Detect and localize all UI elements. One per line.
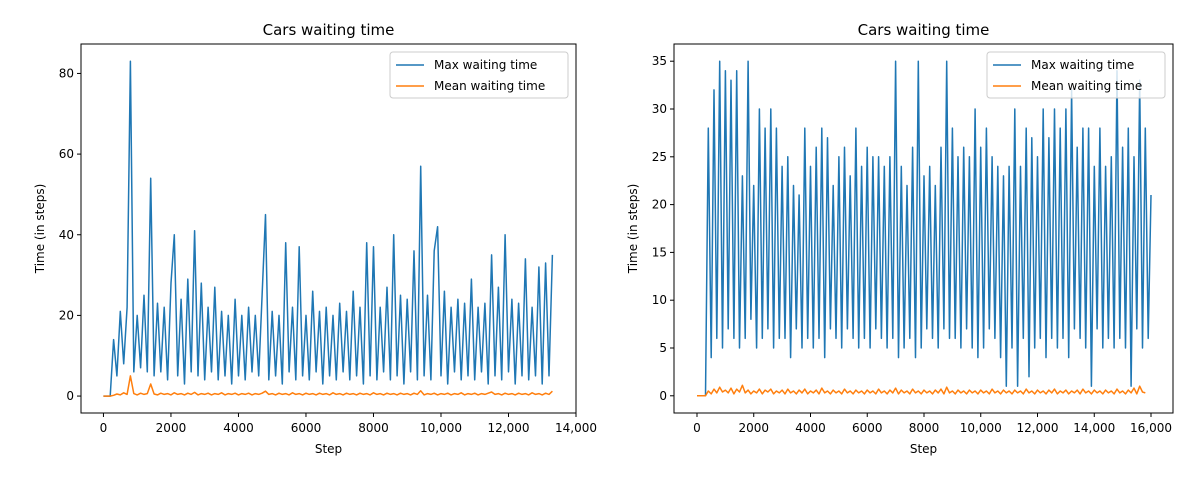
x-tick-label: 6000 — [291, 421, 322, 435]
legend-label-mean: Mean waiting time — [1031, 79, 1142, 93]
x-tick-label: 2000 — [738, 421, 769, 435]
legend-label-max: Max waiting time — [434, 58, 537, 72]
x-tick-label: 12,000 — [487, 421, 529, 435]
x-tick-label: 8000 — [909, 421, 940, 435]
x-tick-label: 4000 — [795, 421, 826, 435]
y-tick-label: 10 — [652, 293, 667, 307]
legend-box — [986, 51, 1166, 99]
x-tick-label: 14,000 — [555, 421, 597, 435]
legend-label-max: Max waiting time — [1031, 58, 1134, 72]
x-axis-label: Step — [910, 442, 937, 456]
x-tick-label: 12,000 — [1017, 421, 1059, 435]
y-tick-label: 0 — [659, 389, 667, 403]
legend-label-mean: Mean waiting time — [434, 79, 545, 93]
x-tick-label: 10,000 — [420, 421, 462, 435]
x-tick-label: 2000 — [156, 421, 187, 435]
y-axis-label: Time (in steps) — [626, 184, 640, 275]
x-tick-label: 16,000 — [1130, 421, 1172, 435]
y-tick-label: 60 — [59, 147, 74, 161]
x-axis-label: Step — [315, 442, 342, 456]
y-tick-label: 40 — [59, 228, 74, 242]
y-tick-label: 15 — [652, 245, 667, 259]
x-tick-label: 14,000 — [1073, 421, 1115, 435]
series-line-max — [103, 60, 554, 397]
chart-title: Cars waiting time — [263, 21, 395, 39]
series-line-max — [697, 60, 1152, 397]
y-tick-label: 20 — [59, 308, 74, 322]
x-tick-label: 0 — [693, 421, 701, 435]
y-tick-label: 35 — [652, 54, 667, 68]
x-tick-label: 0 — [100, 421, 108, 435]
y-axis-label: Time (in steps) — [33, 184, 47, 275]
y-tick-label: 20 — [652, 198, 667, 212]
subplot-2: 0 2000 4000 6000 8000 10,000 12,000 14,000 16,00… — [626, 21, 1174, 456]
x-tick-label: 4000 — [223, 421, 254, 435]
y-tick-label: 25 — [652, 150, 667, 164]
y-tick-label: 30 — [652, 102, 667, 116]
legend: Max waiting time Mean waiting time — [389, 51, 569, 99]
chart-title: Cars waiting time — [858, 21, 990, 39]
y-tick-label: 80 — [59, 66, 74, 80]
series-line-mean — [697, 384, 1146, 397]
axes-frame — [80, 43, 577, 414]
x-tick-label: 6000 — [852, 421, 883, 435]
subplot-1: 0 2000 4000 6000 8000 10,000 12,000 14,000 0 20 40… — [33, 21, 597, 456]
legend-box — [389, 51, 569, 99]
y-tick-label: 0 — [66, 389, 74, 403]
x-tick-label: 10,000 — [960, 421, 1002, 435]
x-tick-label: 8000 — [358, 421, 389, 435]
legend: Max waiting time Mean waiting time — [986, 51, 1166, 99]
y-tick-label: 5 — [659, 341, 667, 355]
series-line-mean — [103, 375, 553, 397]
